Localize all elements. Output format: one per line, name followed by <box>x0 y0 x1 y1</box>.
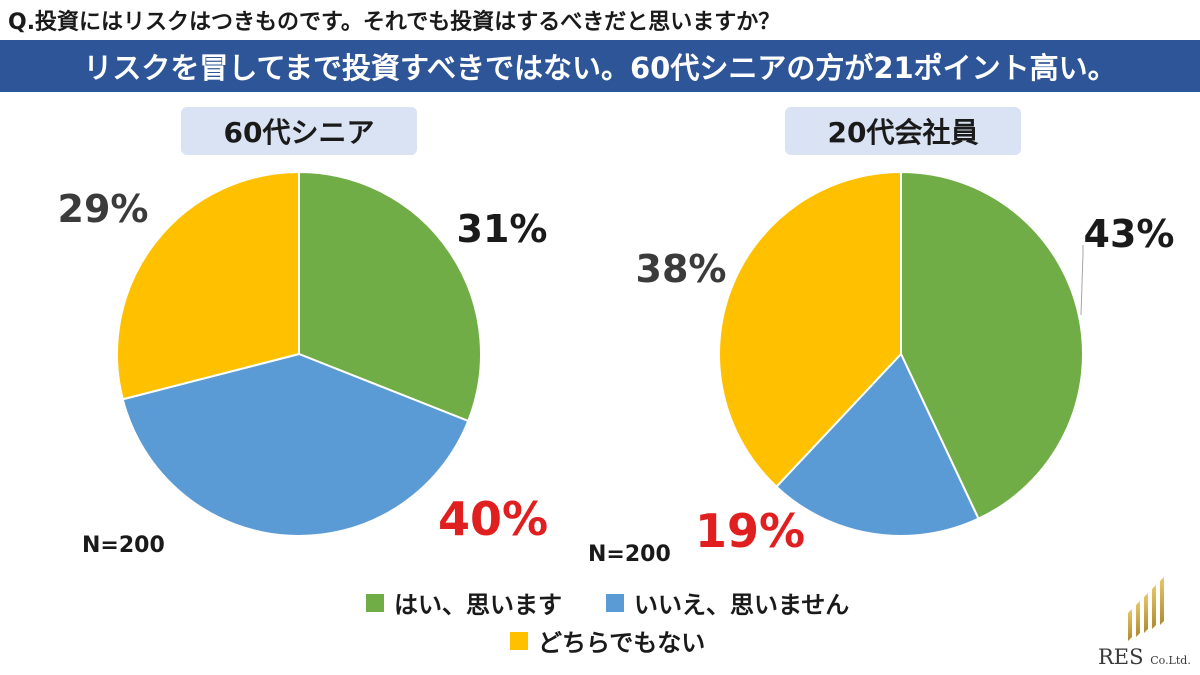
pie-slice-seniors-yes <box>298 170 482 423</box>
legend-swatch-neither <box>510 631 528 650</box>
pie-chart-young-employees <box>718 170 1084 537</box>
pie-slice-young-employees-yes <box>900 170 1084 521</box>
pie-labels-young-employees: 43% 19% 38% <box>636 212 1175 558</box>
question-text: Q.投資にはリスクはつきものです。それでも投資はするべきだと思いますか？ <box>8 10 781 35</box>
pie-label-seniors-neither: 29% <box>58 187 149 231</box>
pie-label-young-employees-yes: 43% <box>1084 212 1175 256</box>
company-suffix: Co.Ltd. <box>1150 654 1191 667</box>
pie-labels-seniors: 31% 40% 29% <box>58 187 549 546</box>
sample-size-young-employees: N=200 <box>588 542 671 567</box>
pie-label-young-employees-no: 19% <box>695 504 805 558</box>
pie-label-seniors-yes: 31% <box>457 207 548 251</box>
legend-item-no: いいえ、思いません <box>606 585 849 620</box>
res-logo-icon <box>1128 577 1164 641</box>
legend-label-yes: はい、思います <box>394 591 562 619</box>
company-name: RES <box>1098 645 1144 669</box>
legend-item-yes: はい、思います <box>366 585 562 620</box>
legend-swatch-yes <box>366 593 384 612</box>
sample-size-seniors: N=200 <box>82 533 165 558</box>
legend-label-no: いいえ、思いません <box>634 591 850 619</box>
pie-chart-seniors <box>116 170 482 537</box>
chart-title-seniors: 60代シニア <box>181 107 417 155</box>
leader-line-young-employees-yes <box>1080 245 1084 316</box>
chart-title-young-employees: 20代会社員 <box>785 107 1021 155</box>
pie-slice-young-employees-no <box>774 352 980 537</box>
pie-slice-young-employees-neither <box>718 170 902 489</box>
legend-swatch-no <box>606 593 624 612</box>
company-logo-text: RES Co.Ltd. <box>1098 645 1191 669</box>
pie-label-young-employees-neither: 38% <box>636 247 727 291</box>
pie-slice-seniors-neither <box>116 170 300 401</box>
legend-label-neither: どちらでもない <box>538 629 706 657</box>
legend-item-neither: どちらでもない <box>510 623 705 658</box>
pie-label-seniors-no: 40% <box>438 492 548 546</box>
pie-slice-seniors-no <box>121 352 470 537</box>
headline-banner: リスクを冒してまで投資すべきではない。60代シニアの方が21ポイント高い。 <box>0 40 1200 92</box>
